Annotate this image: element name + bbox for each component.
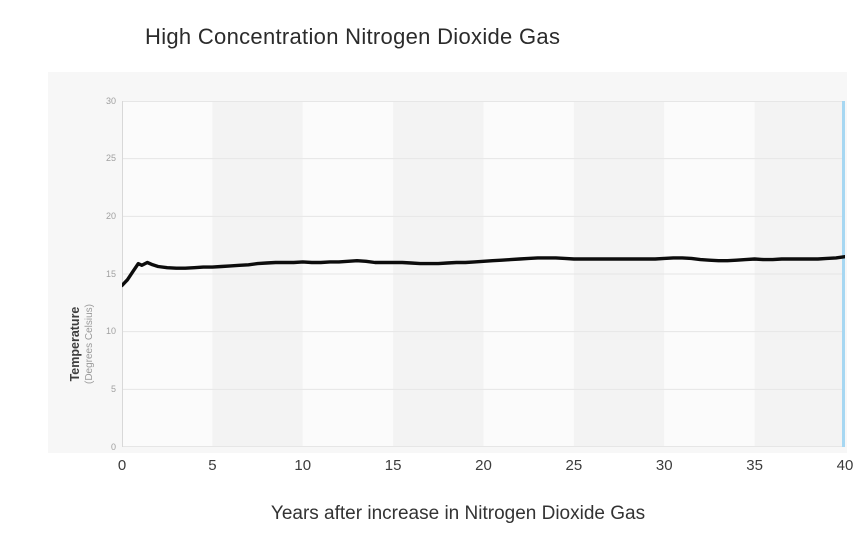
y-tick-label: 20 <box>105 210 116 221</box>
x-tick-label: 10 <box>294 457 312 474</box>
y-tick-label: 30 <box>105 95 116 106</box>
y-axis-title-sub: (Degrees Celsius) <box>83 303 95 385</box>
x-axis-title: Years after increase in Nitrogen Dioxide… <box>270 503 646 524</box>
y-tick-label: 25 <box>105 153 116 164</box>
x-tick-label: 35 <box>746 457 763 474</box>
x-tick-label: 40 <box>836 457 854 474</box>
x-tick-label: 5 <box>208 457 217 474</box>
chart-card: Temperature (Degrees Celsius) 0 5 10 15 20 25… <box>48 72 847 453</box>
y-tick-label: 15 <box>105 268 116 279</box>
y-tick-label: 5 <box>110 383 116 394</box>
x-tick-label: 0 <box>117 457 127 474</box>
y-axis-title-main: Temperature <box>67 306 82 382</box>
plot-area <box>122 101 845 447</box>
x-tick-label: 20 <box>475 457 492 474</box>
y-tick-label: 10 <box>105 326 116 337</box>
x-tick-label: 25 <box>565 457 583 474</box>
temperature-line <box>122 254 845 288</box>
x-tick-label: 15 <box>384 457 402 474</box>
x-tick-label: 30 <box>655 457 673 474</box>
chart-title: High Concentration Nitrogen Dioxide Gas <box>145 24 561 49</box>
y-tick-label: 0 <box>110 441 116 452</box>
